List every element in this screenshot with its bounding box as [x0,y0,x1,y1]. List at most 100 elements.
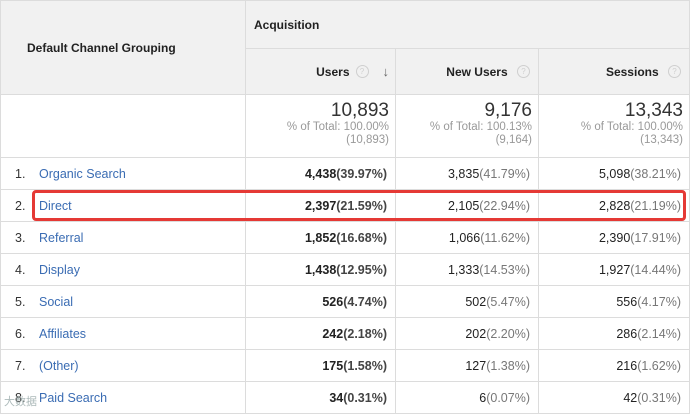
sessions-value: 556 [616,294,638,309]
sessions-total-abs: (13,343) [640,134,683,146]
totals-row: 10,893 % of Total: 100.00% (10,893) 9,17… [0,94,690,158]
new-users-cell: 127(1.38%) [395,349,539,382]
new-users-total-cell: 9,176 % of Total: 100.13% (9,164) [395,94,539,158]
users-percent: (1.58%) [343,358,387,373]
highlight-box [32,190,686,221]
table-row: 6. Affiliates 242(2.18%) 202(2.20%) 286(2.14… [0,317,690,350]
help-icon[interactable]: ? [668,65,681,79]
watermark: 大数据 [4,396,37,408]
new-users-cell: 502(5.47%) [395,285,539,318]
channel-link[interactable]: Paid Search [39,390,108,405]
users-total-cell: 10,893 % of Total: 100.00% (10,893) [245,94,396,158]
row-rank: 8. [15,390,26,405]
dimension-header[interactable]: Default Channel Grouping [0,0,246,95]
sessions-cell: 286(2.14%) [538,317,690,350]
sessions-value: 5,098 [598,166,631,181]
channel-cell: 7. (Other) [0,349,246,382]
new-users-percent: (0.07%) [486,390,530,405]
table-row: 1. Organic Search 4,438(39.97%) 3,835(41.79… [0,157,690,190]
channel-link[interactable]: Organic Search [39,166,126,181]
users-cell: 175(1.58%) [245,349,396,382]
new-users-value: 6 [479,390,487,405]
users-cell: 242(2.18%) [245,317,396,350]
users-percent: (21.59%) [336,198,387,213]
users-total-abs: (10,893) [346,134,389,146]
row-rank: 6. [15,326,26,341]
new-users-value: 202 [465,326,487,341]
new-users-cell: 1,066(11.62%) [395,221,539,254]
new-users-total-abs: (9,164) [495,134,532,146]
sessions-total-value: 13,343 [624,100,683,121]
sessions-total-cell: 13,343 % of Total: 100.00% (13,343) [538,94,690,158]
channel-link[interactable]: Referral [39,230,84,245]
help-icon[interactable]: ? [517,65,530,79]
channel-link[interactable]: Display [39,262,80,277]
channel-link[interactable]: Direct [39,198,72,213]
channel-cell: 6. Affiliates [0,317,246,350]
sessions-value: 1,927 [598,262,631,277]
channel-cell: 4. Display [0,253,246,286]
new-users-header-label[interactable]: New Users [446,64,508,79]
table-row: 4. Display 1,438(12.95%) 1,333(14.53%) 1,927… [0,253,690,286]
row-rank: 1. [15,166,26,181]
new-users-column-header[interactable]: New Users ? [395,48,539,95]
new-users-percent: (1.38%) [486,358,530,373]
sessions-cell: 42(0.31%) [538,381,690,414]
channel-cell: 3. Referral [0,221,246,254]
new-users-total-value: 9,176 [484,100,532,121]
new-users-value: 1,333 [447,262,480,277]
new-users-percent: (11.62%) [480,230,530,245]
users-cell: 34(0.31%) [245,381,396,414]
users-percent: (2.18%) [343,326,387,341]
users-value: 175 [322,358,344,373]
channel-link[interactable]: Affiliates [39,326,87,341]
row-rank: 3. [15,230,26,245]
users-value: 2,397 [304,198,337,213]
users-total-value: 10,893 [330,100,389,121]
sessions-cell: 2,828(21.19%) [538,189,690,222]
users-column-header[interactable]: Users ? ↓ [245,48,396,95]
row-rank: 2. [15,198,26,213]
users-percent: (12.95%) [336,262,387,277]
new-users-value: 3,835 [447,166,480,181]
sessions-cell: 556(4.17%) [538,285,690,318]
new-users-cell: 202(2.20%) [395,317,539,350]
sessions-cell: 1,927(14.44%) [538,253,690,286]
table-row: 3. Referral 1,852(16.68%) 1,066(11.62%) 2,39… [0,221,690,254]
row-rank: 5. [15,294,26,309]
totals-label-cell [0,94,246,158]
sessions-value: 286 [616,326,638,341]
channel-cell: 8. Paid Search [0,381,246,414]
new-users-cell: 1,333(14.53%) [395,253,539,286]
new-users-value: 127 [465,358,487,373]
new-users-value: 1,066 [448,230,481,245]
help-icon[interactable]: ? [355,65,369,78]
channel-link[interactable]: (Other) [39,358,79,373]
users-cell: 1,852(16.68%) [245,221,396,254]
new-users-percent: (22.94%) [479,198,530,213]
sort-descending-icon[interactable]: ↓ [382,64,390,79]
sessions-value: 2,390 [598,230,631,245]
sessions-cell: 216(1.62%) [538,349,690,382]
sessions-percent: (1.62%) [637,358,681,373]
row-rank: 4. [15,262,26,277]
new-users-percent: (41.79%) [479,166,530,181]
sessions-percent: (4.17%) [637,294,681,309]
users-value: 526 [322,294,344,309]
sessions-percent: (38.21%) [630,166,681,181]
channel-cell: 5. Social [0,285,246,318]
sessions-value: 216 [616,358,638,373]
new-users-percent: (2.20%) [486,326,530,341]
users-header-label[interactable]: Users [316,64,350,79]
data-rows: 1. Organic Search 4,438(39.97%) 3,835(41.79… [0,157,690,414]
new-users-value: 502 [465,294,487,309]
new-users-percent: (14.53%) [479,262,530,277]
channel-link[interactable]: Social [39,294,74,309]
row-rank: 7. [15,358,26,373]
sessions-header-label[interactable]: Sessions [605,64,659,79]
new-users-cell: 2,105(22.94%) [395,189,539,222]
sessions-total-pct: % of Total: 100.00% [580,121,683,133]
sessions-column-header[interactable]: Sessions ? [538,48,690,95]
new-users-value: 2,105 [447,198,480,213]
